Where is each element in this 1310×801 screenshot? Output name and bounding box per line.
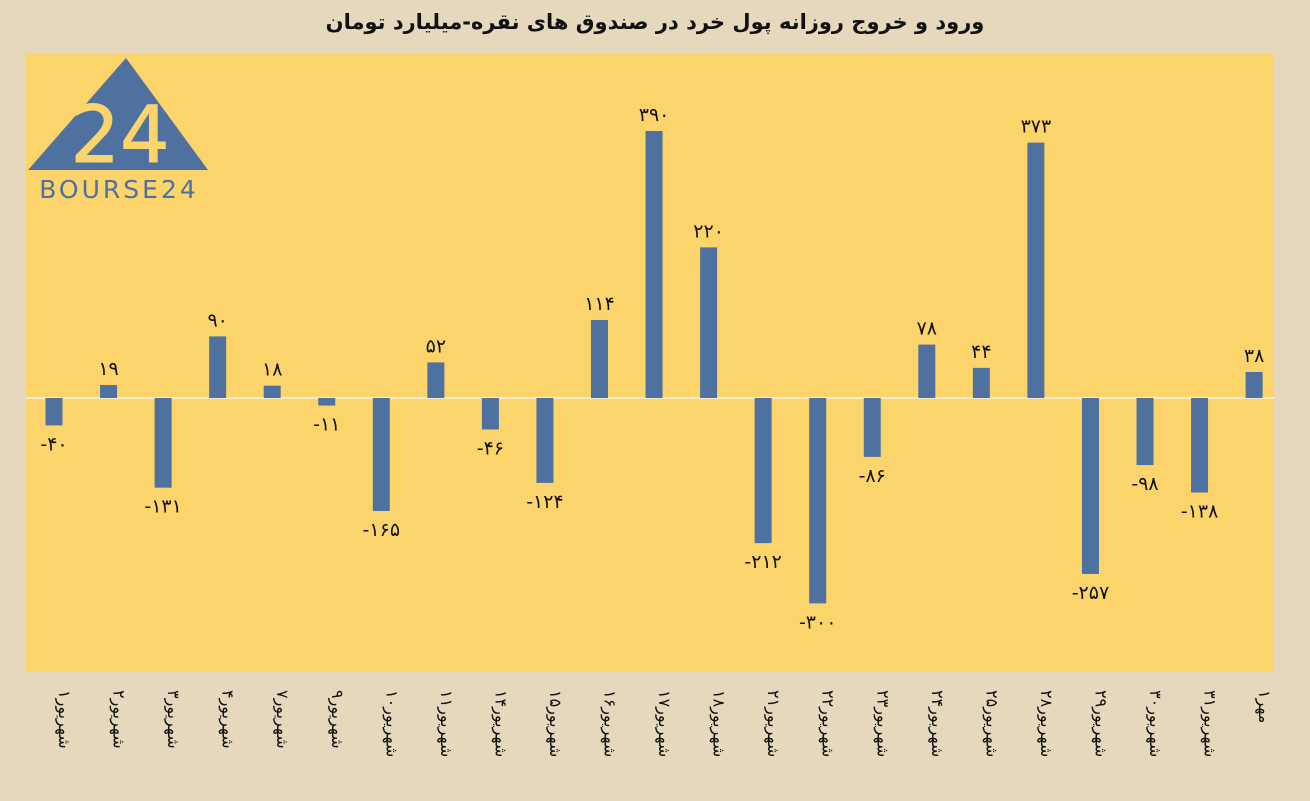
x-tick-label: ۲۹شهریور (1090, 690, 1110, 757)
data-label: ۲۲۰ (693, 220, 724, 242)
x-tick-label: ۳شهریور (163, 690, 183, 749)
x-tick-label: ۲۲شهریور (818, 690, 838, 757)
data-label: -۱۳۸ (1181, 500, 1218, 522)
data-label: ۱۹ (98, 358, 118, 380)
data-label: ۱۱۴ (584, 293, 615, 315)
bar (754, 398, 772, 544)
x-tick-label: ۲۴شهریور (927, 690, 947, 757)
chart-title: ورود و خروج روزانه پول خرد در صندوق های … (325, 10, 985, 34)
logo-mark: 24 (70, 91, 169, 181)
data-label: ۳۹۰ (639, 104, 670, 126)
bar (1027, 142, 1045, 398)
x-tick-label: ۱۷شهریور (654, 690, 674, 757)
x-tick-label: ۱۵شهریور (545, 690, 565, 757)
x-tick-label: ۲۸شهریور (1036, 690, 1056, 757)
x-tick-label: ۱۴شهریور (490, 690, 510, 757)
x-tick-label: ۱مهر (1254, 690, 1274, 723)
bar (863, 398, 881, 457)
x-tick-label: ۲۳شهریور (872, 690, 892, 757)
data-label: ۹۰ (207, 309, 227, 331)
data-label: -۲۱۲ (744, 551, 781, 573)
bar (427, 362, 445, 398)
bar (100, 384, 118, 398)
bar (1136, 398, 1154, 466)
data-label: ۷۸ (917, 318, 937, 340)
bar (645, 131, 663, 398)
bar (591, 319, 608, 398)
bar (918, 344, 936, 398)
logo-text: BOURSE24 (39, 175, 199, 204)
x-tick-label: ۱۰شهریور (381, 690, 401, 757)
x-tick-label: ۱شهریور (54, 690, 74, 749)
bar (45, 398, 63, 426)
logo-triangle (28, 58, 208, 170)
x-tick-labels-layer: ۱شهریور ۲شهریور ۳شهریور ۴شهریور ۷شهریور ۹شهری… (54, 690, 1274, 757)
x-tick-label: ۱۶شهریور (600, 690, 620, 757)
x-tick-label: ۹شهریور (327, 690, 347, 749)
x-tick-label: ۱۸شهریور (709, 690, 729, 757)
data-label: ۳۸ (1244, 345, 1264, 367)
bar (1245, 371, 1263, 398)
data-label: -۴۶ (477, 437, 504, 459)
data-label: -۱۳۱ (144, 496, 181, 518)
x-tick-label: ۲شهریور (109, 690, 129, 749)
x-tick-label: ۷شهریور (272, 690, 292, 749)
bar (809, 398, 827, 604)
bar (372, 398, 390, 511)
x-tick-label: ۳۱شهریور (1200, 690, 1220, 757)
bar (318, 398, 336, 406)
bar (536, 398, 554, 483)
x-tick-label: ۴شهریور (218, 690, 238, 749)
data-label: -۱۶۵ (363, 519, 400, 541)
bar (1081, 398, 1099, 574)
data-label: -۱۱ (313, 414, 340, 436)
bar (263, 385, 281, 398)
data-label: -۴۰ (40, 433, 67, 455)
data-label: -۲۵۷ (1072, 582, 1109, 604)
bar (700, 247, 718, 398)
x-tick-label: ۳۰شهریور (1145, 690, 1165, 757)
bars-layer (45, 131, 1263, 604)
data-label: ۵۲ (426, 335, 446, 357)
x-tick-label: ۲۱شهریور (763, 690, 783, 757)
bar (481, 398, 499, 430)
data-labels-layer: -۴۰ ۱۹ -۱۳۱ ۹۰ ۱۸ -۱۱ -۱۶۵ ۵۲ -۴۶ -۱۲۴ ۱۱۴ ۳۹۰ ۲۲۰ -۲… (40, 104, 1264, 633)
x-tick-label: ۱۱شهریور (436, 690, 456, 757)
bar (154, 398, 172, 488)
x-tick-label: ۲۵شهریور (981, 690, 1001, 757)
bar (1191, 398, 1209, 493)
data-label: -۹۸ (1131, 473, 1158, 495)
data-label: -۸۶ (859, 465, 886, 487)
data-label: ۱۸ (262, 359, 282, 381)
data-label: -۱۲۴ (526, 491, 563, 513)
bar (972, 367, 990, 398)
bourse24-logo: 24 BOURSE24 (28, 58, 208, 204)
bar (209, 336, 227, 398)
data-label: ۴۴ (971, 341, 991, 363)
data-label: ۳۷۳ (1021, 116, 1052, 138)
data-label: -۳۰۰ (799, 611, 836, 633)
